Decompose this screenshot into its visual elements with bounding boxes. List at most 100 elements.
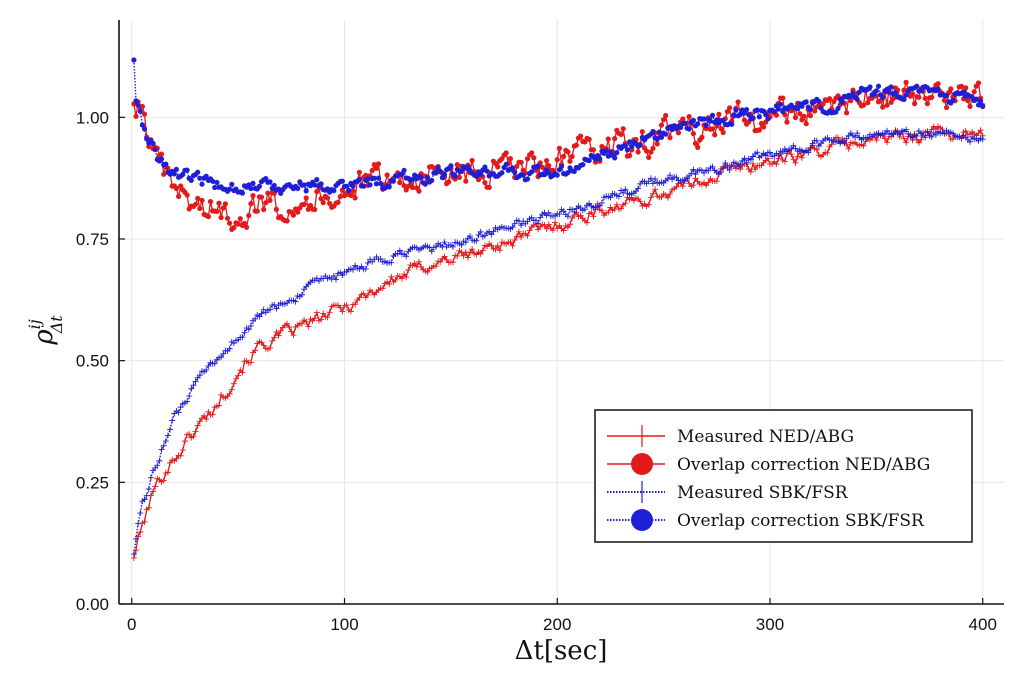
data-point [515,228,522,235]
data-point [199,197,205,203]
data-point [350,183,356,189]
data-point [980,103,986,110]
data-point [716,111,722,117]
data-point [269,337,276,344]
data-point [666,172,673,179]
data-point [496,247,503,254]
data-point [188,385,195,392]
data-point [401,183,407,189]
data-point [352,195,358,201]
data-point [766,149,773,156]
data-point [754,149,761,156]
data-point [361,183,367,189]
data-point [488,242,495,249]
data-point [313,309,320,316]
data-point [529,169,535,175]
data-point [973,96,979,102]
data-point [629,144,635,150]
data-point [209,411,216,418]
data-point [692,140,699,147]
data-point [267,306,274,313]
data-point [179,447,186,454]
data-point [252,315,259,322]
data-point [586,157,592,164]
data-point [635,149,641,155]
data-point [586,136,592,142]
data-point [386,280,393,287]
data-point [178,183,184,189]
data-point [396,247,403,254]
data-point [429,177,435,183]
data-point [669,126,675,133]
data-point [415,258,422,265]
data-point [347,308,354,315]
data-point [690,182,697,189]
data-point [728,163,735,170]
data-point [520,172,526,178]
data-point [929,94,935,100]
data-point [912,101,918,107]
data-point [197,205,203,212]
data-point [913,132,920,139]
data-point [647,194,654,201]
data-point [239,334,246,341]
data-point [756,114,762,120]
data-point [201,412,208,419]
data-point [518,222,525,229]
data-point [682,120,688,126]
data-point [765,116,771,122]
data-point [331,188,337,194]
data-point [613,201,620,208]
legend-marker [631,453,653,475]
legend: Measured NED/ABG Overlap correction NED/A… [594,409,973,543]
data-point [597,156,603,162]
data-point [441,239,448,246]
y-tick-label: 0.75 [76,230,109,249]
data-point [888,99,894,105]
data-point [678,124,684,131]
data-point [883,139,890,146]
data-point [733,107,739,113]
data-point [639,129,645,135]
data-point [803,121,809,127]
data-point [379,285,386,292]
data-point [747,156,754,163]
data-point [275,332,282,339]
data-point [648,149,654,155]
data-point [977,127,984,134]
data-point [529,150,535,156]
data-point [892,90,899,96]
data-point [154,462,161,469]
data-point [388,273,395,280]
data-point [273,305,280,312]
data-point [460,252,467,259]
data-point [644,148,650,154]
data-point [709,112,716,118]
data-point [235,372,242,379]
data-point [458,241,465,248]
data-point [237,216,243,222]
data-point [503,161,509,167]
data-point [966,138,973,145]
data-point [193,201,199,207]
data-point [512,169,518,175]
data-point [788,145,795,152]
data-point [827,96,833,102]
data-point [226,345,233,352]
data-point [312,182,318,188]
data-point [290,332,297,339]
data-point [486,184,492,190]
data-point [256,183,262,189]
data-point [207,199,214,205]
data-point [554,172,560,178]
data-point [978,98,984,104]
data-point [152,483,159,490]
data-point [437,168,443,174]
data-point [203,173,209,179]
data-point [161,171,167,177]
data-point [432,263,439,270]
data-point [666,191,673,198]
data-point [622,200,629,207]
ticks: 0 100 200 300 400 0.00 0.25 0.50 0.75 1.00 [76,108,997,634]
data-point [673,174,680,181]
